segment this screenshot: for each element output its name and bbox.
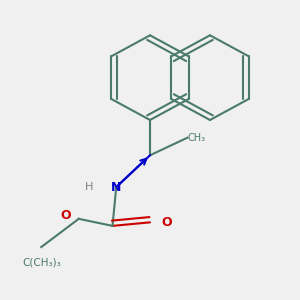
Text: C(CH₃)₃: C(CH₃)₃: [22, 258, 61, 268]
Text: O: O: [161, 216, 172, 229]
Text: N: N: [111, 181, 122, 194]
Text: H: H: [85, 182, 94, 192]
Text: O: O: [61, 209, 71, 222]
Text: CH₃: CH₃: [188, 133, 206, 142]
